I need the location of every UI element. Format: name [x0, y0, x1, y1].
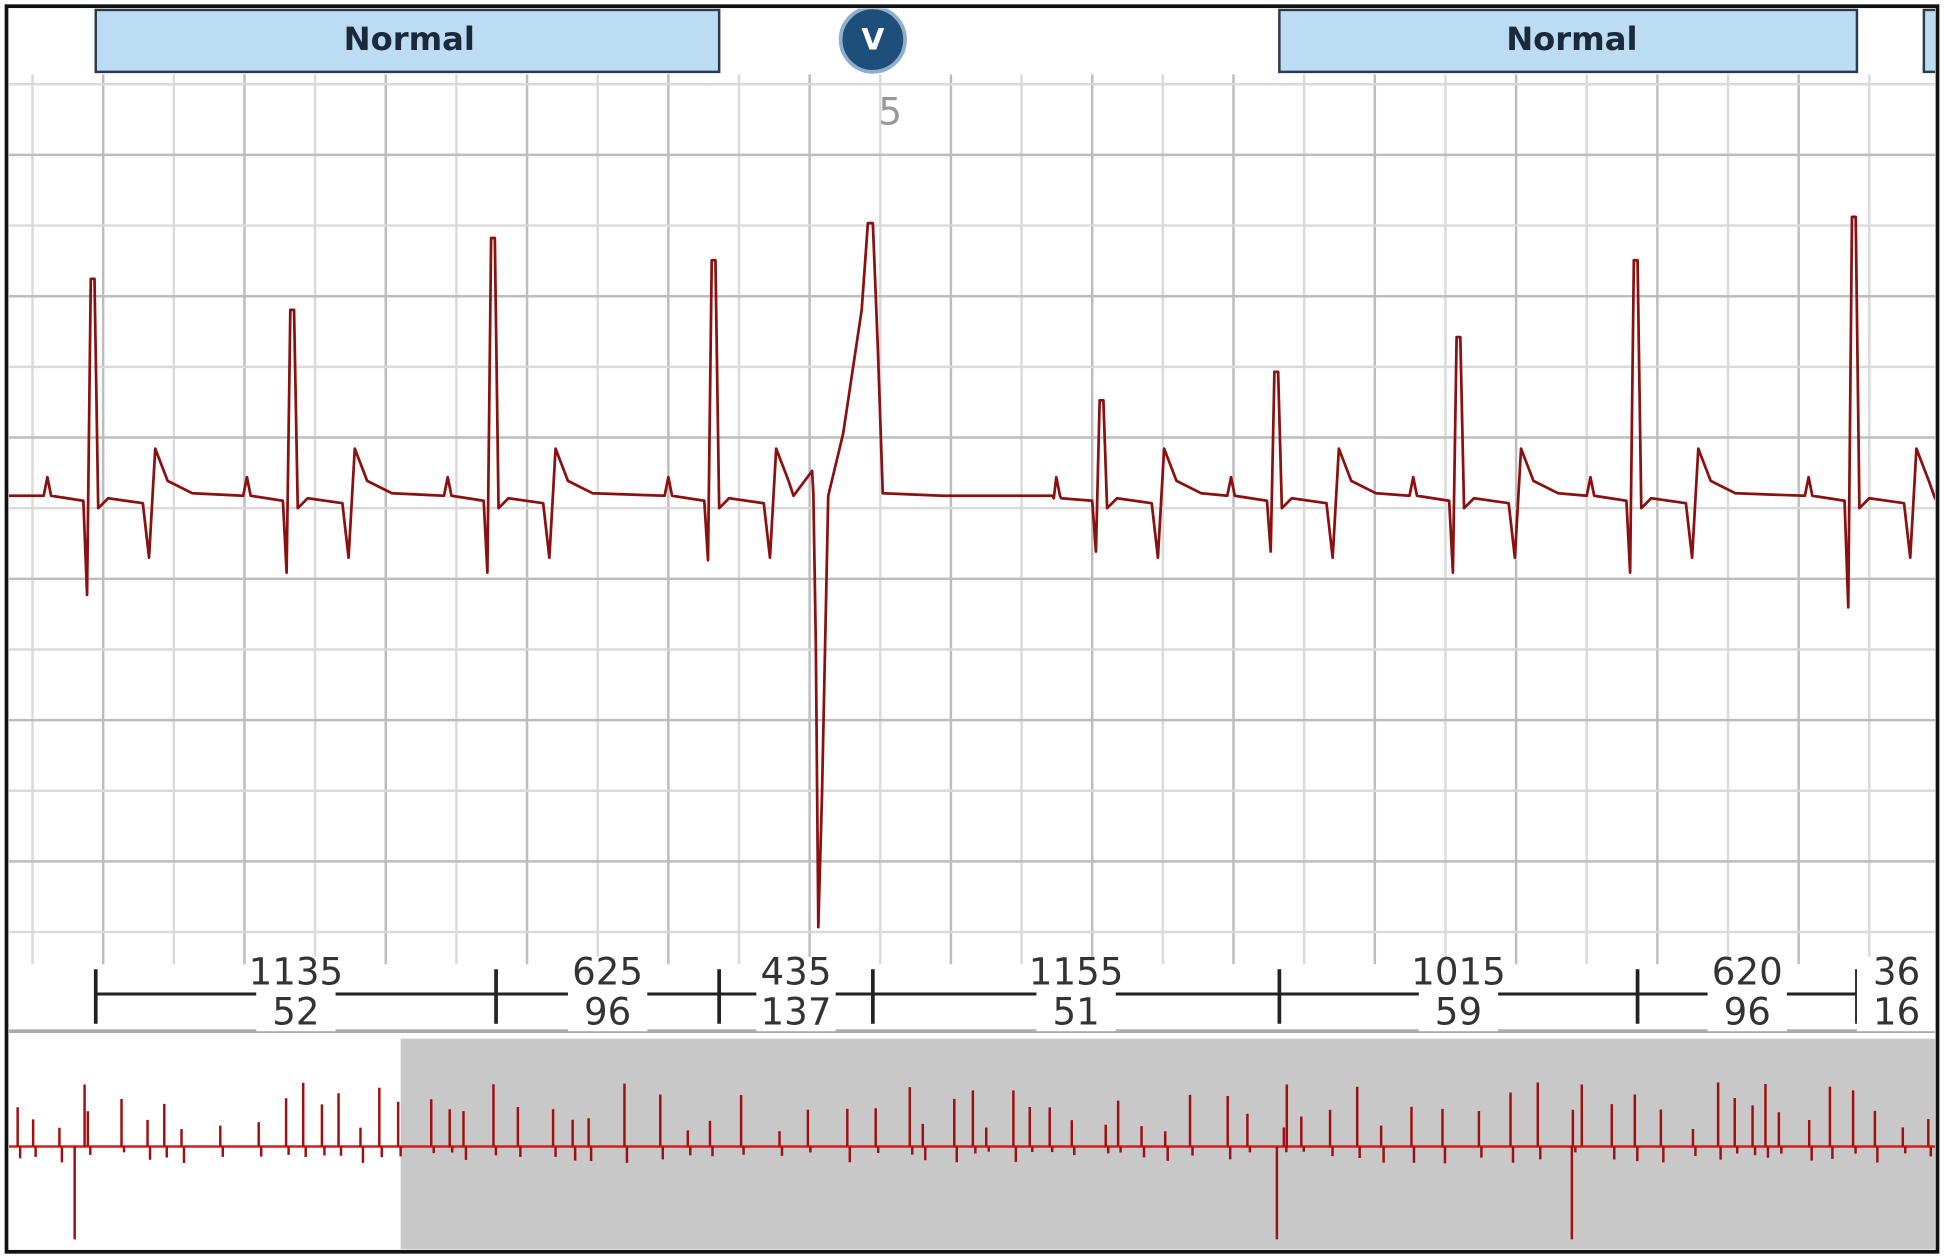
interval-ms: 1135 — [249, 950, 344, 994]
grid — [8, 74, 1936, 965]
interval-bpm: 59 — [1435, 989, 1482, 1033]
interval-label-bg — [1418, 956, 1499, 1032]
interval-ms: 435 — [761, 950, 832, 994]
interval-ms: 625 — [572, 950, 643, 994]
beat-marker[interactable] — [838, 7, 907, 74]
interval-ms: 36 — [1873, 950, 1920, 994]
interval-bpm: 96 — [1724, 989, 1771, 1033]
overview-trace — [16, 1082, 1933, 1240]
interval-label-bg — [1036, 956, 1116, 1032]
rhythm-label: Normal — [344, 20, 475, 58]
interval-ms: 620 — [1712, 950, 1783, 994]
interval-bpm: 52 — [272, 989, 319, 1033]
rhythm-band[interactable] — [94, 8, 721, 74]
rhythm-band[interactable] — [1278, 8, 1859, 74]
frame — [4, 4, 1940, 1254]
ecg-trace — [8, 215, 1936, 929]
content: Normal V Normal 5 1135526259643513711555… — [8, 7, 1944, 1250]
interval-bpm: 96 — [584, 989, 631, 1033]
rhythm-label: Normal — [1506, 20, 1637, 58]
interval-bpm: 16 — [1873, 989, 1920, 1033]
overview-window[interactable] — [400, 1038, 1938, 1250]
beat-number: 5 — [878, 90, 902, 134]
interval-label-bg — [567, 956, 648, 1032]
beat-marker-label: V — [861, 22, 884, 57]
interval-ms: 1015 — [1411, 950, 1506, 994]
interval-label-bg — [756, 956, 836, 1032]
interval-bpm: 137 — [761, 989, 832, 1033]
interval-ms: 1155 — [1029, 950, 1124, 994]
interval-label-bg — [256, 956, 336, 1032]
rhythm-band[interactable] — [1922, 8, 1944, 74]
interval-label-bg — [1856, 956, 1936, 1032]
interval-bpm: 51 — [1052, 989, 1099, 1033]
interval-label-bg — [1707, 956, 1787, 1032]
